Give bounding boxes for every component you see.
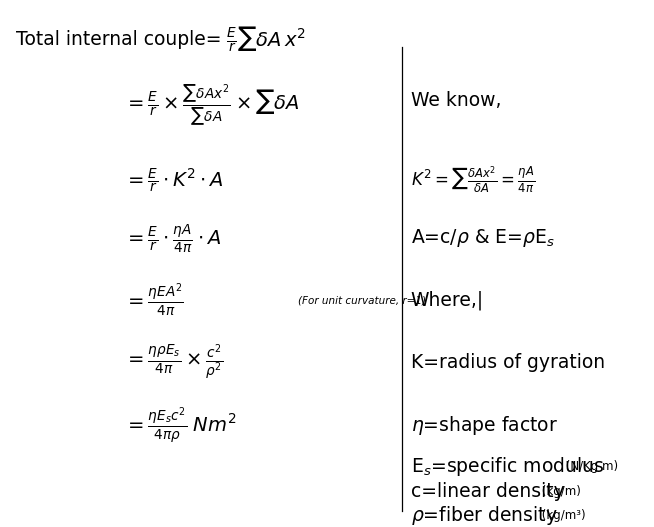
Text: We know,: We know, [411,91,501,110]
Text: A=c/$\rho$ & E=$\rho$E$_s$: A=c/$\rho$ & E=$\rho$E$_s$ [411,227,555,249]
Text: Total internal couple=: Total internal couple= [16,30,222,49]
Text: $\eta$=shape factor: $\eta$=shape factor [411,414,558,437]
Text: $=\frac{E}{r}\cdot K^2 \cdot A$: $=\frac{E}{r}\cdot K^2 \cdot A$ [124,166,224,194]
Text: $\frac{E}{r}\sum \delta A\, x^2$: $\frac{E}{r}\sum \delta A\, x^2$ [226,25,305,54]
Text: (kg/m): (kg/m) [538,485,581,497]
Text: $K^2=\sum\frac{\delta Ax^2}{\delta A}=\frac{\eta A}{4\pi}$: $K^2=\sum\frac{\delta Ax^2}{\delta A}=\f… [411,165,535,196]
Text: (For unit curvature, r=1): (For unit curvature, r=1) [298,296,426,305]
Text: $=\frac{\eta E A^2}{4\pi}$: $=\frac{\eta E A^2}{4\pi}$ [124,282,184,319]
Text: $\rho$=fiber density: $\rho$=fiber density [411,504,557,527]
Text: $=\frac{E}{r}\times\frac{\sum \delta Ax^2}{\sum \delta A}\times\sum \delta A$: $=\frac{E}{r}\times\frac{\sum \delta Ax^… [124,83,300,128]
Text: $=\frac{\eta \rho E_s}{4\pi}\times\frac{c^2}{\rho^2}$: $=\frac{\eta \rho E_s}{4\pi}\times\frac{… [124,342,224,382]
Text: E$_s$=specific modulus: E$_s$=specific modulus [411,455,604,478]
Text: c=linear density: c=linear density [411,482,564,501]
Text: K=radius of gyration: K=radius of gyration [411,353,605,372]
Text: $=\frac{\eta E_s c^2}{4\pi\rho}\; Nm^2$: $=\frac{\eta E_s c^2}{4\pi\rho}\; Nm^2$ [124,406,237,446]
Text: $=\frac{E}{r}\cdot\frac{\eta A}{4\pi}\cdot A$: $=\frac{E}{r}\cdot\frac{\eta A}{4\pi}\cd… [124,222,221,255]
Text: Where,|: Where,| [411,290,484,310]
Text: (N/Kg m): (N/Kg m) [562,460,619,473]
Text: (kg/m³): (kg/m³) [538,509,586,522]
